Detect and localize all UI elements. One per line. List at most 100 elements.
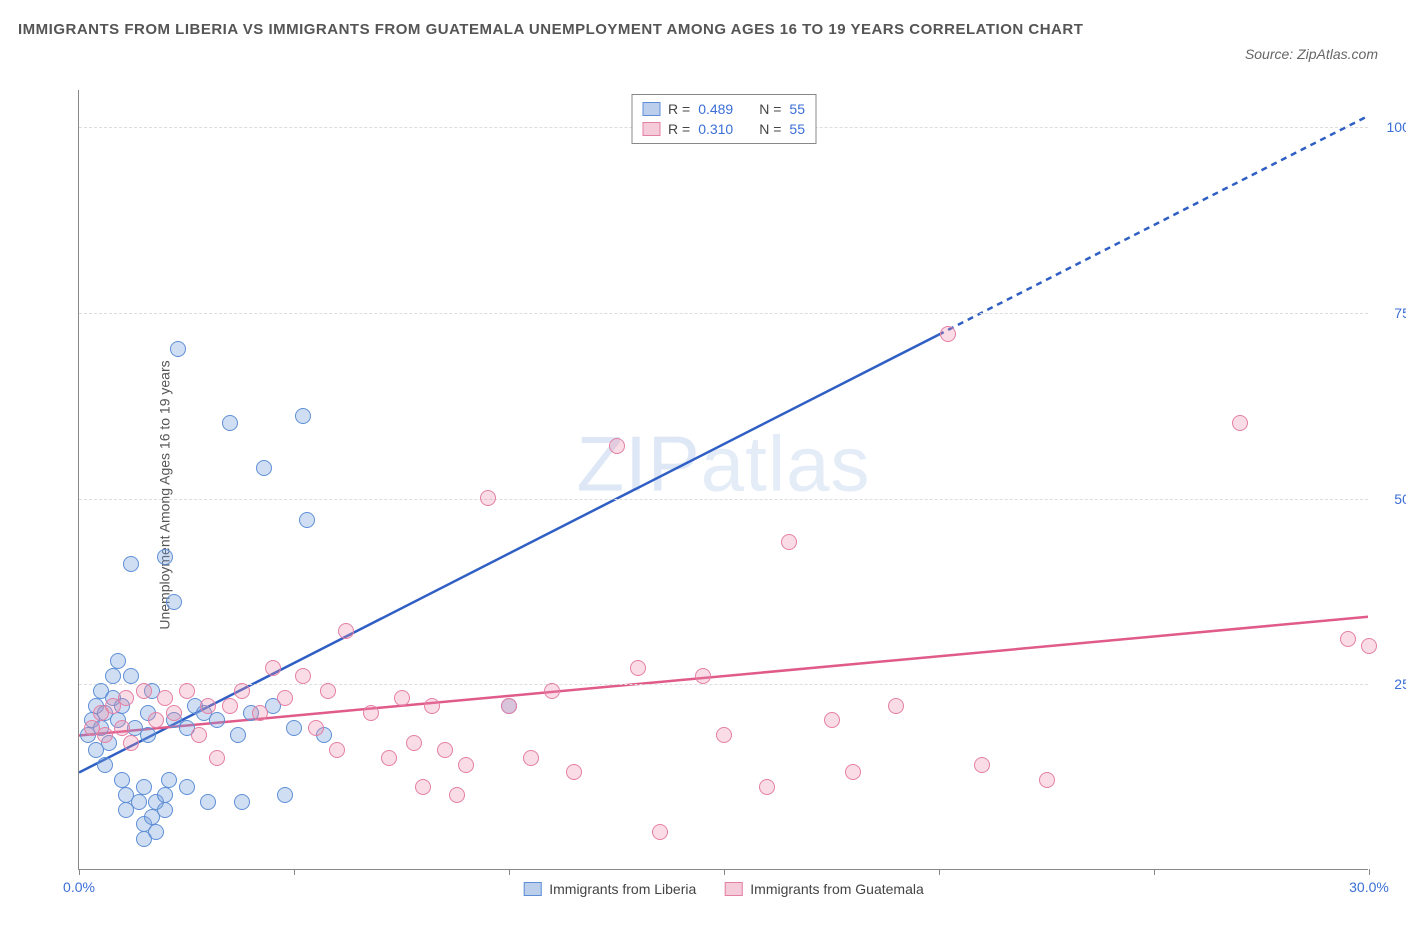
data-point xyxy=(209,750,225,766)
data-point xyxy=(1340,631,1356,647)
data-point xyxy=(277,690,293,706)
data-point xyxy=(406,735,422,751)
x-tick xyxy=(509,869,510,875)
data-point xyxy=(105,668,121,684)
x-tick xyxy=(79,869,80,875)
legend-r-value: 0.489 xyxy=(698,101,733,117)
x-tick xyxy=(724,869,725,875)
data-point xyxy=(265,660,281,676)
legend-n-value: 55 xyxy=(789,121,805,137)
data-point xyxy=(200,794,216,810)
data-point xyxy=(609,438,625,454)
x-tick-label: 0.0% xyxy=(63,879,95,895)
data-point xyxy=(1039,772,1055,788)
legend-series-label: Immigrants from Guatemala xyxy=(750,881,924,897)
data-point xyxy=(179,683,195,699)
data-point xyxy=(123,668,139,684)
data-point xyxy=(209,712,225,728)
legend-r-label: R = xyxy=(668,121,690,137)
data-point xyxy=(1361,638,1377,654)
data-point xyxy=(136,683,152,699)
data-point xyxy=(888,698,904,714)
data-point xyxy=(140,727,156,743)
gridline xyxy=(79,313,1368,314)
data-point xyxy=(759,779,775,795)
x-tick xyxy=(939,869,940,875)
legend-swatch xyxy=(642,122,660,136)
data-point xyxy=(652,824,668,840)
data-point xyxy=(123,735,139,751)
legend-swatch xyxy=(724,882,742,896)
data-point xyxy=(179,779,195,795)
data-point xyxy=(234,794,250,810)
legend-n-label: N = xyxy=(759,101,781,117)
data-point xyxy=(157,787,173,803)
data-point xyxy=(148,712,164,728)
legend-swatch xyxy=(642,102,660,116)
data-point xyxy=(320,683,336,699)
x-tick xyxy=(1154,869,1155,875)
data-point xyxy=(191,727,207,743)
legend-series-item: Immigrants from Guatemala xyxy=(724,881,924,897)
x-tick xyxy=(294,869,295,875)
legend-r-value: 0.310 xyxy=(698,121,733,137)
y-tick-label: 50.0% xyxy=(1394,491,1406,507)
data-point xyxy=(157,802,173,818)
data-point xyxy=(824,712,840,728)
legend-stat-row: R = 0.489 N = 55 xyxy=(642,99,805,119)
data-point xyxy=(222,415,238,431)
y-tick-label: 100.0% xyxy=(1387,119,1406,135)
data-point xyxy=(286,720,302,736)
data-point xyxy=(97,757,113,773)
plot-area: ZIPatlas R =0.489N =55R =0.310N =55 Immi… xyxy=(78,90,1368,870)
data-point xyxy=(566,764,582,780)
data-point xyxy=(299,512,315,528)
data-point xyxy=(118,690,134,706)
legend-n-label: N = xyxy=(759,121,781,137)
data-point xyxy=(415,779,431,795)
legend-swatch xyxy=(523,882,541,896)
data-point xyxy=(123,556,139,572)
data-point xyxy=(222,698,238,714)
data-point xyxy=(424,698,440,714)
watermark: ZIPatlas xyxy=(576,418,870,509)
data-point xyxy=(234,683,250,699)
data-point xyxy=(781,534,797,550)
data-point xyxy=(329,742,345,758)
data-point xyxy=(170,341,186,357)
data-point xyxy=(449,787,465,803)
data-point xyxy=(458,757,474,773)
data-point xyxy=(394,690,410,706)
data-point xyxy=(363,705,379,721)
legend-stat-row: R = 0.310 N = 55 xyxy=(642,119,805,139)
x-tick-label: 30.0% xyxy=(1349,879,1389,895)
x-tick xyxy=(1369,869,1370,875)
data-point xyxy=(295,408,311,424)
data-point xyxy=(230,727,246,743)
data-point xyxy=(114,772,130,788)
data-point xyxy=(166,594,182,610)
data-point xyxy=(157,690,173,706)
data-point xyxy=(295,668,311,684)
legend-stats: R = 0.489 N = 55 R = 0.310 N = 55 xyxy=(631,94,816,144)
legend-n-value: 55 xyxy=(789,101,805,117)
legend-series: Immigrants from Liberia Immigrants from G… xyxy=(523,881,924,897)
gridline xyxy=(79,684,1368,685)
data-point xyxy=(308,720,324,736)
data-point xyxy=(114,720,130,736)
source-attribution: Source: ZipAtlas.com xyxy=(1245,46,1378,62)
y-tick-label: 75.0% xyxy=(1394,305,1406,321)
data-point xyxy=(523,750,539,766)
data-point xyxy=(480,490,496,506)
data-point xyxy=(381,750,397,766)
data-point xyxy=(110,653,126,669)
legend-r-label: R = xyxy=(668,101,690,117)
data-point xyxy=(845,764,861,780)
data-point xyxy=(256,460,272,476)
watermark-main: ZIP xyxy=(576,419,700,507)
watermark-sub: atlas xyxy=(701,419,871,507)
data-point xyxy=(97,727,113,743)
data-point xyxy=(544,683,560,699)
legend-series-label: Immigrants from Liberia xyxy=(549,881,696,897)
data-point xyxy=(166,705,182,721)
